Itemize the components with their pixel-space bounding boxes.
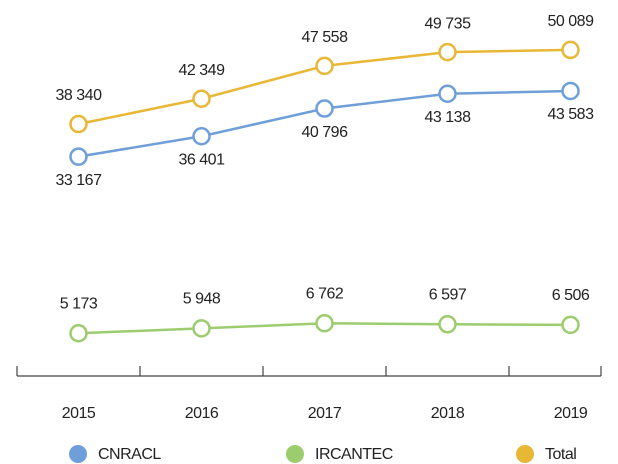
x-tick-label: 2017 <box>308 405 342 422</box>
point <box>315 313 334 333</box>
point <box>438 315 457 334</box>
value-label: 42 349 <box>179 62 226 79</box>
value-label: 40 796 <box>302 124 349 141</box>
legend-label: Total <box>545 446 576 463</box>
value-label: 50 089 <box>548 13 595 30</box>
legend-swatch <box>516 445 534 463</box>
value-label: 6 597 <box>429 287 467 304</box>
x-tick-label: 2016 <box>185 405 219 422</box>
value-label: 5 948 <box>183 291 221 308</box>
legend-label: CNRACL <box>98 446 161 463</box>
value-label: 43 138 <box>425 109 472 126</box>
point <box>192 127 211 146</box>
point <box>69 147 88 166</box>
value-label: 47 558 <box>302 29 349 46</box>
value-label: 33 167 <box>56 172 103 189</box>
value-label: 5 173 <box>60 295 98 312</box>
point <box>192 89 211 108</box>
point <box>561 81 580 101</box>
point <box>561 315 580 335</box>
point <box>192 319 211 338</box>
point <box>438 42 457 62</box>
point <box>315 56 334 76</box>
value-label: 6 762 <box>306 285 344 302</box>
point <box>438 84 457 104</box>
value-label: 36 401 <box>179 151 226 168</box>
point <box>315 99 334 118</box>
legend-label: IRCANTEC <box>315 446 393 463</box>
point <box>561 40 580 60</box>
value-label: 49 735 <box>425 15 472 32</box>
legend-swatch <box>69 445 87 463</box>
legend-swatch <box>286 445 304 463</box>
point <box>69 114 88 134</box>
value-label: 6 506 <box>552 287 590 304</box>
value-label: 38 340 <box>56 87 103 104</box>
point <box>69 324 88 343</box>
x-tick-label: 2018 <box>431 405 465 422</box>
x-tick-label: 2019 <box>554 405 588 422</box>
value-label: 43 583 <box>548 106 595 123</box>
x-tick-label: 2015 <box>62 405 96 422</box>
